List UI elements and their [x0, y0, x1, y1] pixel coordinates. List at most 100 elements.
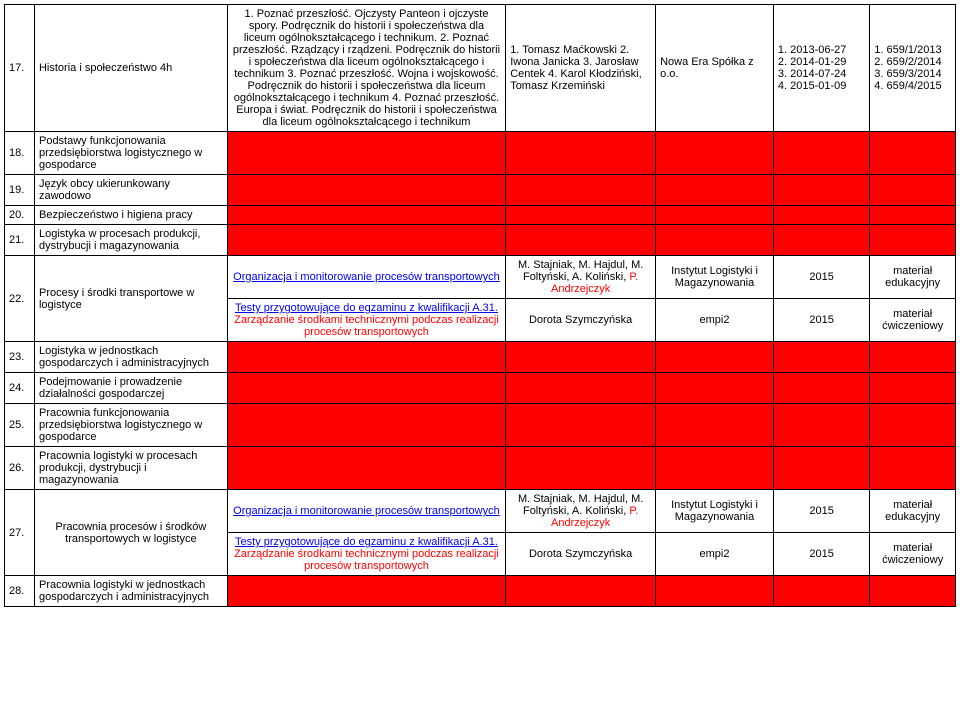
subject-cell: Pracownia logistyki w jednostkach gospod… [34, 576, 227, 607]
empty-cell [506, 576, 656, 607]
resource-link[interactable]: Testy przygotowujące do egzaminu z kwali… [235, 536, 498, 548]
subject-cell: Pracownia funkcjonowania przedsiębiorstw… [34, 404, 227, 447]
empty-cell [656, 404, 774, 447]
empty-cell [506, 132, 656, 175]
date-cell: 1. 2013-06-272. 2014-01-293. 2014-07-244… [773, 5, 869, 132]
table-row: 28.Pracownia logistyki w jednostkach gos… [5, 576, 956, 607]
authors-cell: M. Stajniak, M. Hajdul, M. Foltyński, A.… [506, 256, 656, 299]
code-cell: materiał ćwiczeniowy [870, 299, 956, 342]
empty-cell [773, 342, 869, 373]
empty-cell [656, 206, 774, 225]
table-row: 24.Podejmowanie i prowadzenie działalnoś… [5, 373, 956, 404]
empty-cell [870, 175, 956, 206]
table-row: 20.Bezpieczeństwo i higiena pracy [5, 206, 956, 225]
empty-cell [773, 225, 869, 256]
description-cell: Organizacja i monitorowanie procesów tra… [227, 256, 505, 299]
empty-cell [656, 342, 774, 373]
row-number: 28. [5, 576, 35, 607]
empty-cell [227, 447, 505, 490]
row-number: 26. [5, 447, 35, 490]
table-row: 23.Logistyka w jednostkach gospodarczych… [5, 342, 956, 373]
resource-link[interactable]: Organizacja i monitorowanie procesów tra… [233, 271, 500, 283]
empty-cell [773, 132, 869, 175]
date-cell: 2015 [773, 256, 869, 299]
resource-link[interactable]: Testy przygotowujące do egzaminu z kwali… [235, 302, 498, 314]
row-number: 23. [5, 342, 35, 373]
code-cell: materiał ćwiczeniowy [870, 533, 956, 576]
empty-cell [870, 342, 956, 373]
authors-cell: 1. Tomasz Maćkowski 2. Iwona Janicka 3. … [506, 5, 656, 132]
subject-cell: Język obcy ukierunkowany zawodowo [34, 175, 227, 206]
empty-cell [870, 447, 956, 490]
subject-cell: Podejmowanie i prowadzenie działalności … [34, 373, 227, 404]
subject-cell: Historia i społeczeństwo 4h [34, 5, 227, 132]
description-cell: Testy przygotowujące do egzaminu z kwali… [227, 299, 505, 342]
empty-cell [227, 206, 505, 225]
publisher-cell: Nowa Era Spółka z o.o. [656, 5, 774, 132]
publisher-cell: Instytut Logistyki i Magazynowania [656, 256, 774, 299]
empty-cell [870, 225, 956, 256]
empty-cell [227, 225, 505, 256]
publisher-cell: Instytut Logistyki i Magazynowania [656, 490, 774, 533]
resource-link[interactable]: Organizacja i monitorowanie procesów tra… [233, 505, 500, 517]
empty-cell [656, 132, 774, 175]
authors-cell: Dorota Szymczyńska [506, 533, 656, 576]
textbook-table: 17.Historia i społeczeństwo 4h1. Poznać … [4, 4, 956, 607]
empty-cell [773, 175, 869, 206]
desc-extra: Zarządzanie środkami technicznymi podcza… [234, 548, 499, 572]
empty-cell [870, 206, 956, 225]
empty-cell [773, 404, 869, 447]
table-row: 18.Podstawy funkcjonowania przedsiębiors… [5, 132, 956, 175]
row-number: 17. [5, 5, 35, 132]
empty-cell [227, 576, 505, 607]
empty-cell [506, 447, 656, 490]
table-row: 26.Pracownia logistyki w procesach produ… [5, 447, 956, 490]
empty-cell [773, 373, 869, 404]
table-row: 21.Logistyka w procesach produkcji, dyst… [5, 225, 956, 256]
subject-cell: Procesy i środki transportowe w logistyc… [34, 256, 227, 342]
empty-cell [870, 576, 956, 607]
row-number: 27. [5, 490, 35, 576]
description-cell: 1. Poznać przeszłość. Ojczysty Panteon i… [227, 5, 505, 132]
empty-cell [870, 373, 956, 404]
empty-cell [506, 342, 656, 373]
authors-cell: M. Stajniak, M. Hajdul, M. Foltyński, A.… [506, 490, 656, 533]
subject-cell: Bezpieczeństwo i higiena pracy [34, 206, 227, 225]
row-number: 20. [5, 206, 35, 225]
empty-cell [870, 132, 956, 175]
empty-cell [227, 132, 505, 175]
row-number: 19. [5, 175, 35, 206]
empty-cell [227, 373, 505, 404]
code-cell: materiał edukacyjny [870, 256, 956, 299]
empty-cell [227, 342, 505, 373]
empty-cell [773, 576, 869, 607]
table-row: 17.Historia i społeczeństwo 4h1. Poznać … [5, 5, 956, 132]
date-cell: 2015 [773, 533, 869, 576]
empty-cell [506, 175, 656, 206]
authors-text: Dorota Szymczyńska [529, 314, 632, 326]
authors-text: M. Stajniak, M. Hajdul, M. Foltyński, A.… [518, 259, 643, 283]
subject-cell: Logistyka w jednostkach gospodarczych i … [34, 342, 227, 373]
desc-extra: Zarządzanie środkami technicznymi podcza… [234, 314, 499, 338]
table-row: 22.Procesy i środki transportowe w logis… [5, 256, 956, 299]
code-cell: 1. 659/1/20132. 659/2/20143. 659/3/20144… [870, 5, 956, 132]
table-row: 27.Pracownia procesów i środków transpor… [5, 490, 956, 533]
empty-cell [506, 404, 656, 447]
code-cell: materiał edukacyjny [870, 490, 956, 533]
empty-cell [656, 576, 774, 607]
publisher-cell: empi2 [656, 299, 774, 342]
empty-cell [227, 175, 505, 206]
row-number: 21. [5, 225, 35, 256]
subject-cell: Pracownia procesów i środków transportow… [34, 490, 227, 576]
empty-cell [656, 447, 774, 490]
empty-cell [656, 373, 774, 404]
publisher-cell: empi2 [656, 533, 774, 576]
row-number: 24. [5, 373, 35, 404]
row-number: 25. [5, 404, 35, 447]
table-row: 25.Pracownia funkcjonowania przedsiębior… [5, 404, 956, 447]
empty-cell [227, 404, 505, 447]
empty-cell [506, 206, 656, 225]
row-number: 22. [5, 256, 35, 342]
row-number: 18. [5, 132, 35, 175]
description-cell: Testy przygotowujące do egzaminu z kwali… [227, 533, 505, 576]
